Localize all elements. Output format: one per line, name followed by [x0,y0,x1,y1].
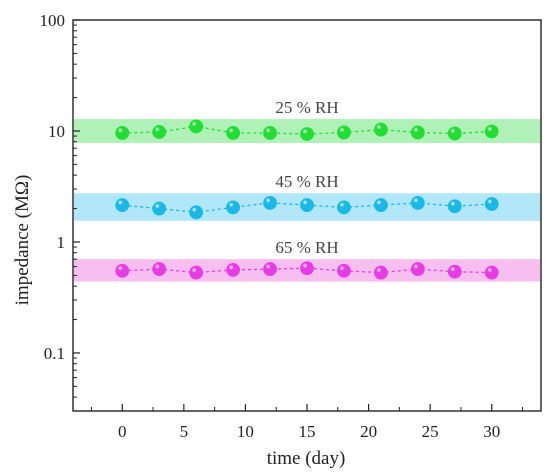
y-tick-label: 0.1 [44,344,65,363]
data-point [300,261,314,276]
series-label-layer: 25 % RH 45 % RH 65 % RH [275,98,338,257]
series-line-3 [122,267,492,274]
data-point [410,262,425,276]
data-point [115,263,130,278]
x-tick-label: 20 [360,422,377,441]
data-point [152,201,167,216]
data-point [115,198,130,212]
data-point [300,127,314,141]
y-tick-label: 10 [48,122,65,141]
data-point [263,126,277,140]
data-point [410,195,425,210]
x-tick-label: 10 [237,422,254,441]
x-tick-label: 25 [422,422,439,441]
data-point [226,263,241,277]
data-point [447,199,462,214]
data-point [484,124,499,139]
series-line-2 [122,202,492,213]
data-point [484,197,499,211]
data-point [152,125,167,139]
x-tick-label: 0 [118,422,127,441]
data-point [410,125,425,140]
series-line-1 [122,125,492,135]
data-point-layer [115,119,499,280]
data-point [115,126,130,140]
data-point [337,125,351,140]
data-point [152,262,167,276]
y-axis-title: impedance (MΩ) [12,175,33,306]
data-point [484,265,499,280]
data-point [263,262,277,276]
x-axis-title: time (day) [267,448,346,469]
data-point [337,200,351,215]
data-point [373,198,388,212]
series-label-1: 25 % RH [275,98,338,117]
series-label-3: 65 % RH [275,238,338,257]
data-point [189,265,204,280]
y-tick-label: 100 [40,11,66,30]
data-point [263,195,277,210]
data-point [226,126,241,140]
data-point [373,265,388,280]
x-tick-label: 5 [180,422,189,441]
data-point [226,200,241,215]
data-point [189,119,204,134]
y-tick-label: 1 [57,233,66,252]
data-point [300,198,314,212]
data-point [337,263,351,278]
x-tick-label: 30 [483,422,500,441]
data-point [373,122,388,137]
data-point [447,126,462,141]
data-point [189,205,204,220]
x-tick-label: 15 [299,422,316,441]
data-point [447,264,462,279]
series-line-layer [122,125,492,274]
axes-layer: 0 5 10 15 20 25 30 0.1 1 10 100 [40,11,542,441]
series-label-2: 45 % RH [275,172,338,191]
